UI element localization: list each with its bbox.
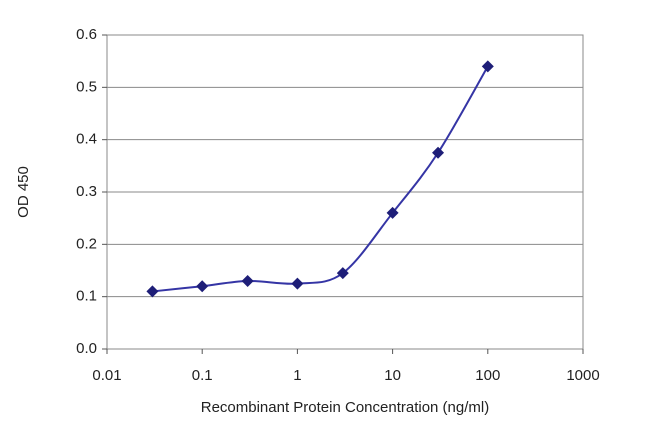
x-tick-label: 100 <box>475 367 500 384</box>
x-axis-title: Recombinant Protein Concentration (ng/ml… <box>201 399 489 416</box>
data-point <box>481 60 494 73</box>
data-point <box>196 280 209 293</box>
x-tick-label: 0.1 <box>192 367 213 384</box>
y-tick-label: 0.1 <box>76 288 97 305</box>
y-tick-label: 0.4 <box>76 131 97 148</box>
data-point <box>241 274 254 287</box>
x-tick-label: 1 <box>293 367 301 384</box>
y-tick-label: 0.0 <box>76 340 97 357</box>
x-tick-label: 0.01 <box>92 367 121 384</box>
data-point <box>386 206 399 219</box>
x-tick-label: 10 <box>384 367 401 384</box>
data-point <box>432 146 445 159</box>
data-point <box>336 267 349 280</box>
y-tick-label: 0.2 <box>76 235 97 252</box>
data-line <box>152 65 489 293</box>
data-point <box>291 277 304 290</box>
y-axis-title: OD 450 <box>15 166 32 218</box>
data-point <box>146 285 159 298</box>
y-tick-label: 0.6 <box>76 26 97 43</box>
x-tick-label: 1000 <box>566 367 599 384</box>
y-tick-label: 0.5 <box>76 78 97 95</box>
y-tick-label: 0.3 <box>76 183 97 200</box>
